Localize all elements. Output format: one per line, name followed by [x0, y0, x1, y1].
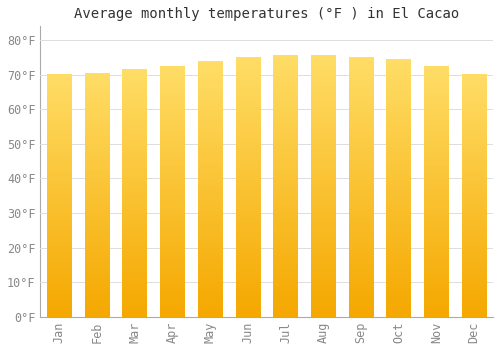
Title: Average monthly temperatures (°F ) in El Cacao: Average monthly temperatures (°F ) in El… — [74, 7, 460, 21]
